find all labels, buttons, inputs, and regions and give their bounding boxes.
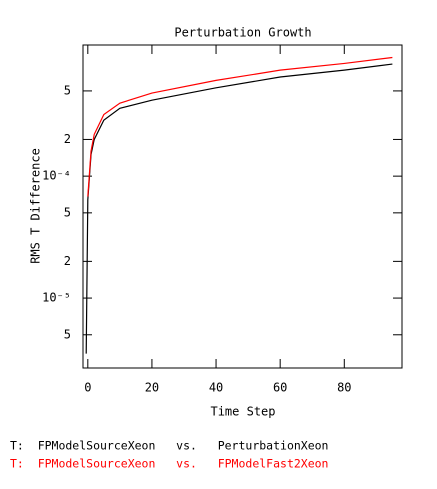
legend-entry: T: FPModelSourceXeon vs. PerturbationXeo… (10, 439, 329, 453)
y-tick-label: 5 (64, 83, 71, 97)
y-tick-label: 10⁻⁴ (42, 169, 71, 183)
y-tick-label: 2 (64, 132, 71, 146)
y-tick-label: 10⁻⁵ (42, 291, 71, 305)
y-tick-label: 2 (64, 254, 71, 268)
x-tick-label: 0 (84, 381, 91, 395)
y-tick-label: 5 (64, 327, 71, 341)
x-axis-label: Time Step (210, 405, 275, 419)
y-axis-label: RMS T Difference (29, 148, 43, 264)
x-tick-label: 40 (209, 381, 223, 395)
x-tick-label: 60 (273, 381, 287, 395)
series-line (85, 63, 393, 354)
chart-title: Perturbation Growth (174, 26, 311, 40)
x-tick-label: 20 (145, 381, 159, 395)
plot-frame (82, 44, 403, 369)
series-line (87, 56, 393, 197)
x-tick-label: 80 (337, 381, 351, 395)
y-tick-label: 5 (64, 205, 71, 219)
legend-entry: T: FPModelSourceXeon vs. FPModelFast2Xeo… (10, 457, 329, 471)
